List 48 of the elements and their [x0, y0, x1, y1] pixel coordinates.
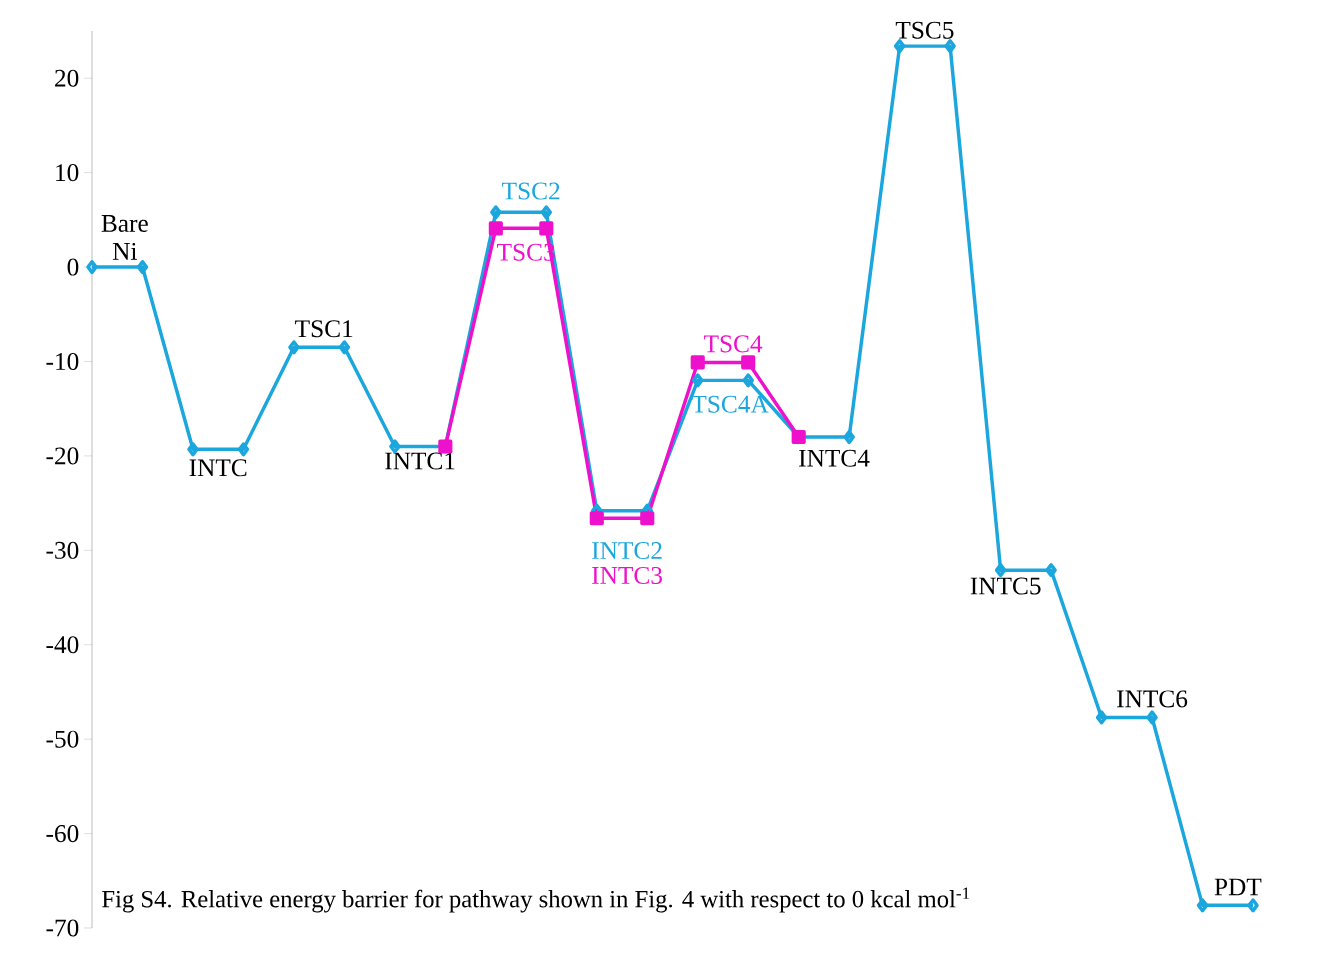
- point: [690, 355, 705, 370]
- point: [742, 373, 754, 388]
- annotation: INTC1: [385, 452, 455, 470]
- point: [488, 221, 503, 236]
- y-tick-label: -50: [46, 730, 79, 748]
- y-tick-label: -70: [46, 919, 79, 937]
- annotation: INTC4: [799, 449, 870, 467]
- y-tick-label: -40: [46, 636, 79, 654]
- point: [338, 340, 351, 355]
- y-tick-label: 0: [67, 258, 79, 276]
- y-tick-label: -10: [46, 352, 79, 371]
- y-tick-label: -20: [46, 447, 79, 465]
- point: [539, 221, 554, 236]
- annotation: INTC: [189, 459, 247, 477]
- annotation: TSC1: [295, 320, 353, 338]
- point: [944, 39, 956, 54]
- annotation: Fig S4. Relative energy barrier for pathway shown in Fig. 4 with respect to 0 kcal mol$^{-1}$: [102, 887, 970, 913]
- point: [589, 511, 604, 526]
- annotation: TSC4A: [691, 395, 769, 413]
- point: [540, 205, 553, 220]
- y-tick-label: 20: [55, 69, 79, 87]
- annotation: TSC4: [703, 335, 763, 353]
- point: [237, 442, 250, 457]
- annotation: INTC2: [592, 542, 662, 560]
- point: [288, 340, 300, 355]
- point: [893, 39, 906, 54]
- point: [843, 429, 855, 445]
- point: [136, 259, 149, 275]
- y-tick-label: 10: [56, 164, 79, 182]
- point: [187, 442, 199, 457]
- point: [1045, 563, 1057, 578]
- annotation: TSC5: [895, 21, 954, 39]
- point: [994, 563, 1007, 578]
- annotation: INTC6: [1117, 690, 1188, 708]
- annotation: TSC2: [502, 182, 560, 200]
- point: [1095, 710, 1108, 725]
- point: [1196, 898, 1209, 913]
- point: [640, 511, 655, 526]
- annotation: Bare Ni: [101, 215, 148, 260]
- point: [490, 205, 502, 220]
- point: [741, 355, 756, 370]
- annotation: PDT: [1214, 878, 1262, 896]
- y-tick-label: -30: [46, 541, 79, 559]
- point: [692, 373, 704, 388]
- annotation: INTC5: [970, 577, 1041, 595]
- point: [1146, 710, 1158, 725]
- y-tick-label: -60: [46, 825, 79, 843]
- annotation: INTC3: [592, 566, 662, 584]
